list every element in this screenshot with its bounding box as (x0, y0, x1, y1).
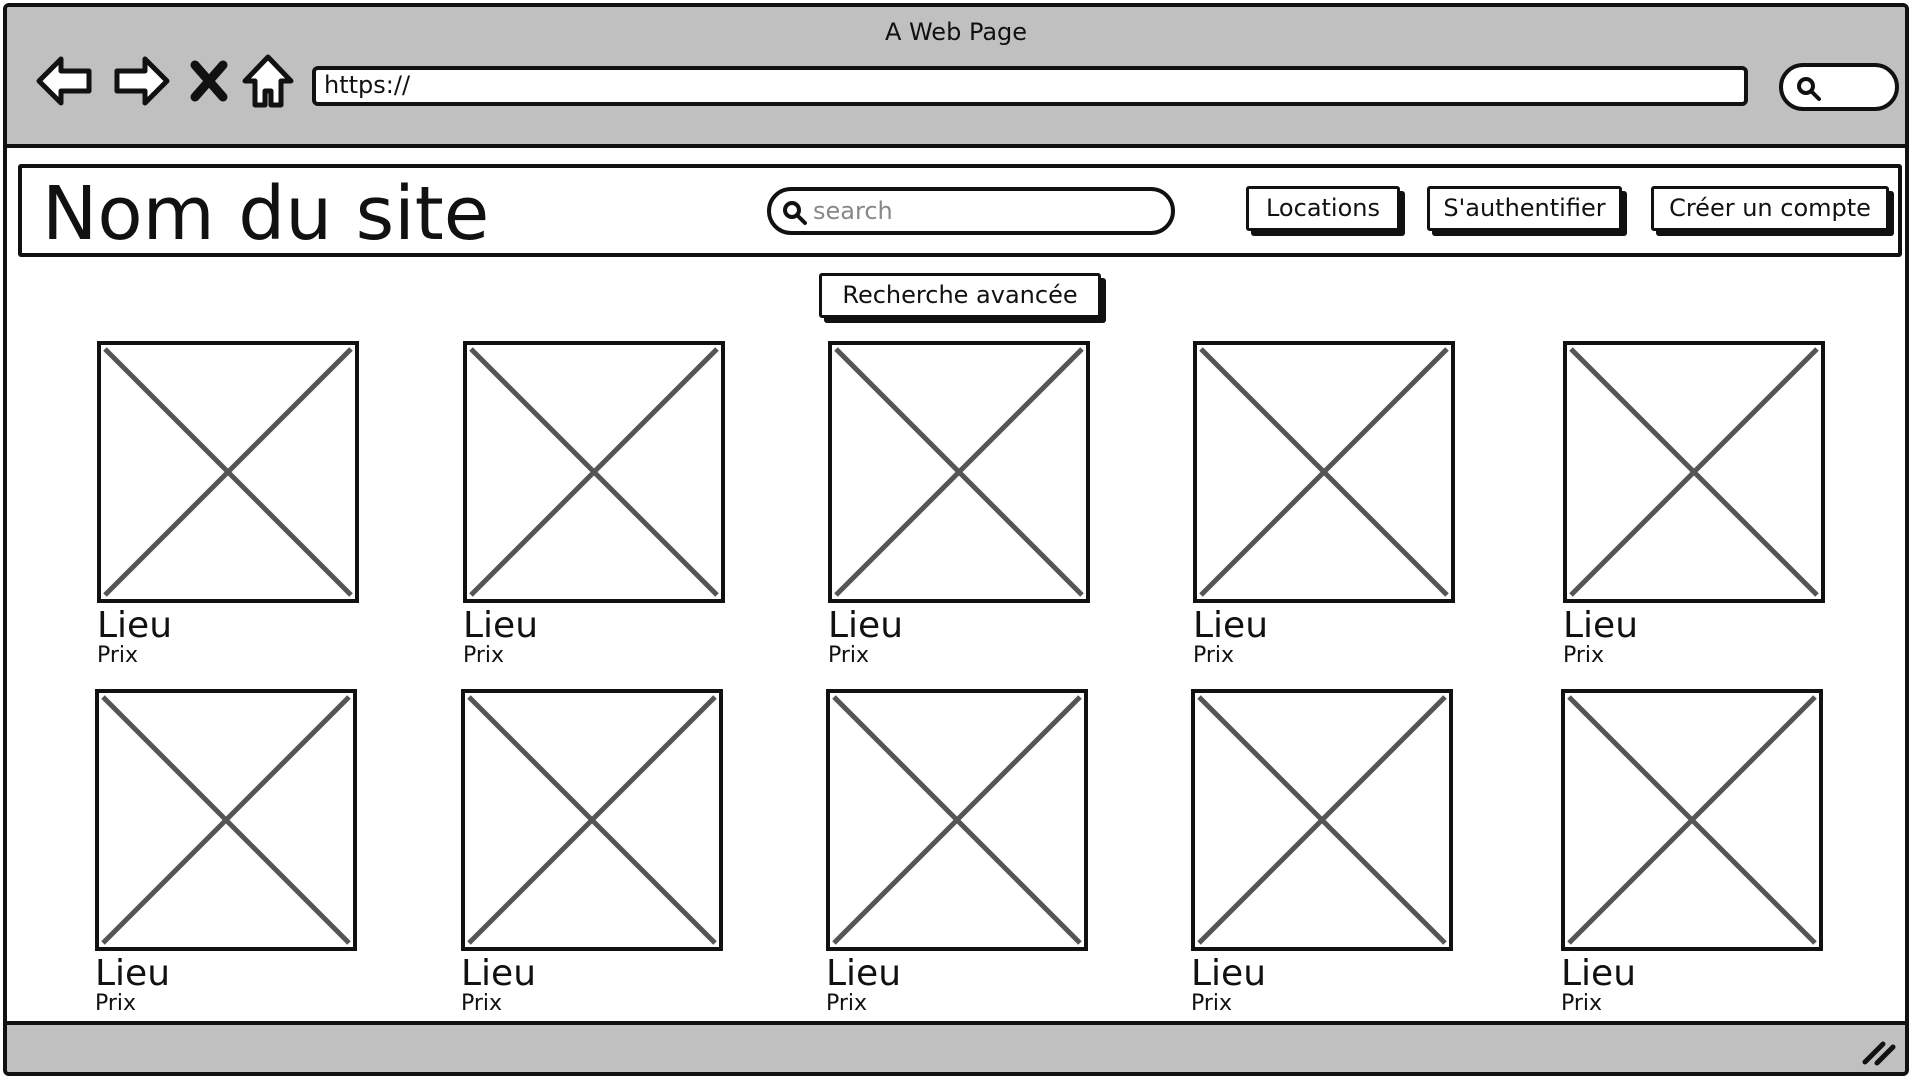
listing-card[interactable]: Lieu Prix (1563, 341, 1825, 681)
site-title[interactable]: Nom du site (42, 171, 490, 257)
listing-location[interactable]: Lieu (828, 605, 904, 646)
forward-arrow-icon[interactable] (109, 51, 173, 111)
listing-price: Prix (1191, 991, 1233, 1016)
listing-price: Prix (463, 643, 505, 668)
listing-location[interactable]: Lieu (1563, 605, 1639, 646)
site-search-box[interactable] (767, 187, 1175, 235)
listing-price: Prix (97, 643, 139, 668)
login-button[interactable]: S'authentifier (1427, 186, 1622, 231)
image-placeholder[interactable] (1193, 341, 1455, 603)
listing-price: Prix (1563, 643, 1605, 668)
browser-search-field[interactable] (1779, 63, 1899, 111)
listing-location[interactable]: Lieu (461, 953, 537, 994)
close-x-icon[interactable] (183, 51, 235, 111)
listing-price: Prix (95, 991, 137, 1016)
browser-chrome: A Web Page https:// (7, 7, 1905, 148)
listing-card[interactable]: Lieu Prix (1193, 341, 1455, 681)
image-placeholder[interactable] (828, 341, 1090, 603)
home-icon[interactable] (239, 51, 297, 111)
site-header: Nom du site Locations S'authentifier Cré… (18, 164, 1902, 257)
listing-location[interactable]: Lieu (97, 605, 173, 646)
create-account-button[interactable]: Créer un compte (1651, 186, 1889, 231)
listing-location[interactable]: Lieu (1191, 953, 1267, 994)
listing-price: Prix (461, 991, 503, 1016)
back-arrow-icon[interactable] (33, 51, 97, 111)
locations-button[interactable]: Locations (1246, 186, 1400, 231)
listing-location[interactable]: Lieu (1193, 605, 1269, 646)
listing-location[interactable]: Lieu (826, 953, 902, 994)
listing-card[interactable]: Lieu Prix (95, 689, 357, 1029)
browser-window: A Web Page https:// Nom du site (3, 3, 1909, 1076)
listing-card[interactable]: Lieu Prix (828, 341, 1090, 681)
image-placeholder[interactable] (826, 689, 1088, 951)
listing-price: Prix (828, 643, 870, 668)
image-placeholder[interactable] (1191, 689, 1453, 951)
image-placeholder[interactable] (97, 341, 359, 603)
listing-location[interactable]: Lieu (95, 953, 171, 994)
window-title: A Web Page (884, 18, 1028, 46)
image-placeholder[interactable] (1561, 689, 1823, 951)
status-bar (7, 1021, 1905, 1072)
listing-card[interactable]: Lieu Prix (97, 341, 359, 681)
search-input[interactable] (811, 193, 1161, 229)
listing-card[interactable]: Lieu Prix (463, 341, 725, 681)
search-icon (1797, 77, 1821, 101)
url-bar[interactable]: https:// (312, 66, 1748, 106)
listing-location[interactable]: Lieu (1561, 953, 1637, 994)
resize-grip-icon[interactable] (1861, 1036, 1897, 1066)
image-placeholder[interactable] (461, 689, 723, 951)
image-placeholder[interactable] (95, 689, 357, 951)
listing-price: Prix (1193, 643, 1235, 668)
listing-location[interactable]: Lieu (463, 605, 539, 646)
listing-card[interactable]: Lieu Prix (1561, 689, 1823, 1029)
advanced-search-button[interactable]: Recherche avancée (819, 273, 1101, 318)
listing-price: Prix (826, 991, 868, 1016)
image-placeholder[interactable] (1563, 341, 1825, 603)
image-placeholder[interactable] (463, 341, 725, 603)
listing-card[interactable]: Lieu Prix (1191, 689, 1453, 1029)
listing-card[interactable]: Lieu Prix (461, 689, 723, 1029)
search-icon (783, 201, 807, 225)
listing-price: Prix (1561, 991, 1603, 1016)
listing-card[interactable]: Lieu Prix (826, 689, 1088, 1029)
